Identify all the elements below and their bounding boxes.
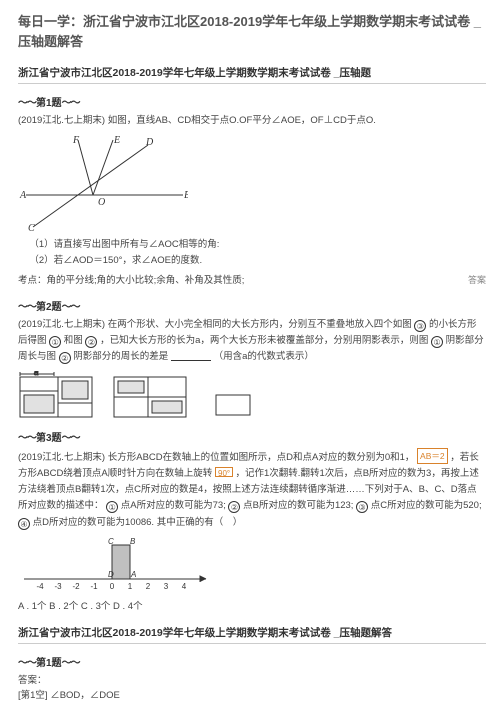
q3-opt2: 点B所对应的数可能为123; xyxy=(243,500,353,511)
svg-text:E: E xyxy=(113,135,120,146)
circled-opt1-icon: ① xyxy=(106,501,118,513)
q3-tail: 其中正确的有（ ） xyxy=(157,517,243,528)
ans1-text: 答案： xyxy=(18,673,486,688)
svg-text:0: 0 xyxy=(110,582,115,591)
svg-text:4: 4 xyxy=(182,582,187,591)
svg-text:-2: -2 xyxy=(72,582,80,591)
svg-text:1: 1 xyxy=(128,582,133,591)
circled-3-icon: ③ xyxy=(414,320,426,332)
answer-1-label: 第1题 xyxy=(18,654,486,669)
section-heading-1: 浙江省宁波市江北区2018-2019学年七年级上学期数学期末考试试卷 _压轴题 xyxy=(18,65,486,80)
svg-text:D: D xyxy=(108,570,114,579)
circled-1b-icon: ① xyxy=(431,336,443,348)
svg-text:C: C xyxy=(28,223,35,231)
q2-figure: a xyxy=(18,371,486,421)
svg-text:D: D xyxy=(145,137,154,148)
divider-2 xyxy=(18,643,486,644)
ans1-line2: [第1空] ∠BOD，∠DOE xyxy=(18,688,486,703)
svg-text:O: O xyxy=(98,197,105,208)
question-3-label: 第3题 xyxy=(18,429,486,444)
answer-1-body: 答案： [第1空] ∠BOD，∠DOE xyxy=(18,673,486,703)
q1-answer-link[interactable]: 答案 xyxy=(468,273,486,289)
q3-opt1: 点A所对应的数可能为73; xyxy=(121,500,226,511)
q1-figure: B A D C F E O xyxy=(18,135,486,231)
svg-text:-4: -4 xyxy=(36,582,44,591)
question-1-body: (2019江北.七上期末) 如图，直线AB、CD相交于点O.OF平分∠AOE，O… xyxy=(18,113,486,290)
svg-text:F: F xyxy=(72,135,80,146)
q2-g: （用含a的代数式表示） xyxy=(214,351,314,362)
question-2-label: 第2题 xyxy=(18,298,486,313)
svg-text:A: A xyxy=(19,190,27,201)
svg-text:-3: -3 xyxy=(54,582,62,591)
svg-text:90°: 90° xyxy=(218,469,230,478)
q3-figure: -4 -3 -2 -1 0 1 2 3 4 C B D xyxy=(18,537,486,593)
svg-text:B: B xyxy=(130,537,136,546)
q3-p1a: (2019江北.七上期末) 长方形ABCD在数轴上的位置如图所示，点D和点A对应… xyxy=(18,452,414,463)
circled-opt2-icon: ② xyxy=(228,501,240,513)
blank-field xyxy=(171,351,211,361)
q2-f: 阴影部分的周长的差是 xyxy=(73,351,168,362)
question-2-body: (2019江北.七上期末) 在两个形状、大小完全相同的大长方形内，分别互不重叠地… xyxy=(18,317,486,421)
section-heading-2: 浙江省宁波市江北区2018-2019学年七年级上学期数学期末考试试卷 _压轴题解… xyxy=(18,625,486,640)
q1-kp: 考点：角的平分线;角的大小比较;余角、补角及其性质; xyxy=(18,273,244,289)
svg-text:2: 2 xyxy=(146,582,151,591)
circled-2b-icon: ② xyxy=(59,352,71,364)
q1-sub2: （2）若∠AOD＝150°，求∠AOE的度数. xyxy=(18,253,486,269)
q1-kp-row: 考点：角的平分线;角的大小比较;余角、补角及其性质; 答案 xyxy=(18,273,486,289)
highlight-ab: AB＝2 xyxy=(417,448,448,464)
q1-stem: (2019江北.七上期末) 如图，直线AB、CD相交于点O.OF平分∠AOE，O… xyxy=(18,113,486,129)
q1-sub1: （1）请直接写出图中所有与∠AOC相等的角: xyxy=(18,237,486,253)
circled-opt3-icon: ③ xyxy=(356,501,368,513)
q3-opt3: 点C所对应的数可能为520; xyxy=(371,500,482,511)
circled-1-icon: ① xyxy=(49,336,61,348)
divider xyxy=(18,83,486,84)
circled-opt4-icon: ④ xyxy=(18,518,30,530)
svg-text:C: C xyxy=(108,537,114,546)
q2-c: 和图 xyxy=(64,335,83,346)
question-3-body: (2019江北.七上期末) 长方形ABCD在数轴上的位置如图所示，点D和点A对应… xyxy=(18,448,486,615)
question-1-label: 第1题 xyxy=(18,94,486,109)
svg-text:A: A xyxy=(130,570,136,579)
q3-opt4: 点D所对应的数可能为10086. xyxy=(33,517,154,528)
document-page: 每日一学：浙江省宁波市江北区2018-2019学年七年级上学期数学期末考试试卷 … xyxy=(0,0,504,721)
q3-choices: A . 1个 B . 2个 C . 3个 D . 4个 xyxy=(18,599,486,615)
page-title: 每日一学：浙江省宁波市江北区2018-2019学年七年级上学期数学期末考试试卷 … xyxy=(18,12,486,51)
svg-text:-1: -1 xyxy=(90,582,98,591)
circled-2-icon: ② xyxy=(85,336,97,348)
svg-text:3: 3 xyxy=(164,582,169,591)
q2-d: ，已知大长方形的长为a，两个大长方形未被覆盖部分，分别用阴影表示，则图 xyxy=(100,335,428,346)
q2-a: (2019江北.七上期末) 在两个形状、大小完全相同的大长方形内，分别互不重叠地… xyxy=(18,319,412,330)
highlight-rot-icon: 90° xyxy=(215,467,233,477)
svg-text:B: B xyxy=(184,190,188,201)
